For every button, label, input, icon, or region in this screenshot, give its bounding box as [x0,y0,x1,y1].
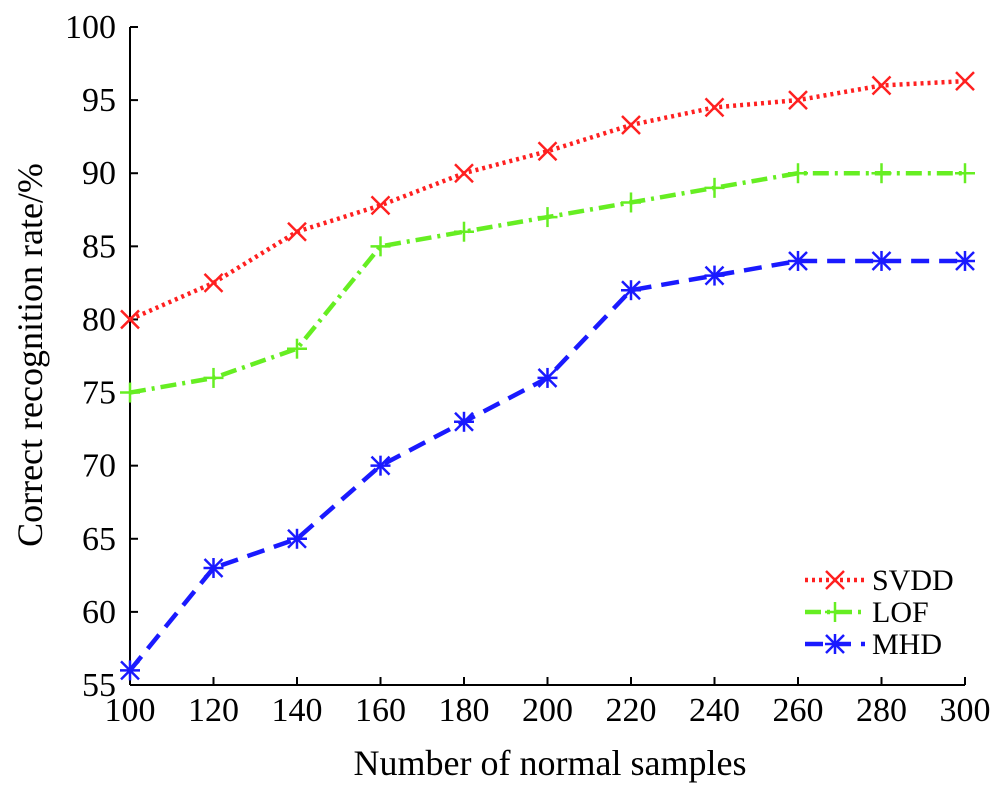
series-layer [120,71,975,681]
data-point-lof [287,338,307,359]
data-point-lof [788,163,808,184]
x-tick-label: 180 [439,692,490,729]
x-tick-label: 240 [689,692,740,729]
data-point-lof [871,163,892,184]
data-point-mhd [788,250,808,271]
y-tick-label: 85 [82,228,116,265]
data-point-svdd [621,115,641,135]
data-point-mhd [203,558,224,579]
data-point-lof [621,192,641,213]
data-point-lof [537,207,558,228]
series-line-mhd [128,258,965,672]
x-tick-label: 140 [272,692,323,729]
legend-marker-lof [825,602,845,622]
y-tick-label: 100 [65,9,116,46]
legend-label: MHD [872,628,942,661]
data-point-svdd [788,90,808,110]
data-point-mhd [704,265,725,286]
legend-label: SVDD [872,564,954,597]
x-tick-label: 120 [188,692,239,729]
data-point-mhd [454,411,474,432]
data-point-svdd [370,195,391,216]
data-point-mhd [370,455,391,476]
data-point-lof [203,367,224,388]
y-tick-label: 90 [82,155,116,192]
data-point-lof [704,177,725,198]
axes: 55 60 65 70 75 80 85 90 95 100 100 120 140 160 180 200 2… [65,9,991,729]
legend-item-mhd: MHD [805,628,942,661]
x-tick-label: 200 [522,692,573,729]
y-tick-label: 65 [82,521,116,558]
data-point-mhd [537,367,558,388]
data-point-mhd [287,528,307,549]
y-tick-label: 60 [82,594,116,631]
y-tick-label: 70 [82,448,116,485]
data-point-svdd [704,97,725,118]
series-line-lof [129,170,965,395]
y-tick-label: 75 [82,375,116,412]
data-point-svdd [287,221,307,242]
legend-item-lof: LOF [805,596,929,629]
data-point-svdd [537,141,558,162]
data-point-lof [370,236,391,257]
data-point-svdd [203,273,224,293]
legend-marker-svdd [825,570,845,590]
data-point-mhd [955,250,975,271]
y-tick-label: 55 [82,667,116,704]
y-tick-label: 95 [82,82,116,119]
data-point-lof [955,163,975,184]
data-point-mhd [621,280,641,301]
y-axis-title: Correct recognition rate/% [10,163,50,547]
x-tick-label: 100 [105,692,156,729]
data-point-lof [120,382,140,403]
x-axis-title: Number of normal samples [354,743,747,783]
series-line-svdd [129,78,966,322]
data-point-svdd [454,163,474,184]
data-point-svdd [120,309,140,330]
y-tick-label: 80 [82,301,116,338]
x-tick-label: 280 [856,692,907,729]
x-tick-label: 160 [355,692,406,729]
x-tick-label: 260 [773,692,824,729]
data-point-svdd [955,71,975,91]
legend-marker-mhd [825,634,845,654]
x-tick-label: 300 [940,692,991,729]
data-point-mhd [871,250,892,271]
x-tick-label: 220 [606,692,657,729]
legend-label: LOF [872,596,929,629]
data-point-svdd [871,75,892,96]
data-point-lof [454,221,474,242]
legend-item-svdd: SVDD [805,564,954,597]
data-point-mhd [120,660,140,681]
